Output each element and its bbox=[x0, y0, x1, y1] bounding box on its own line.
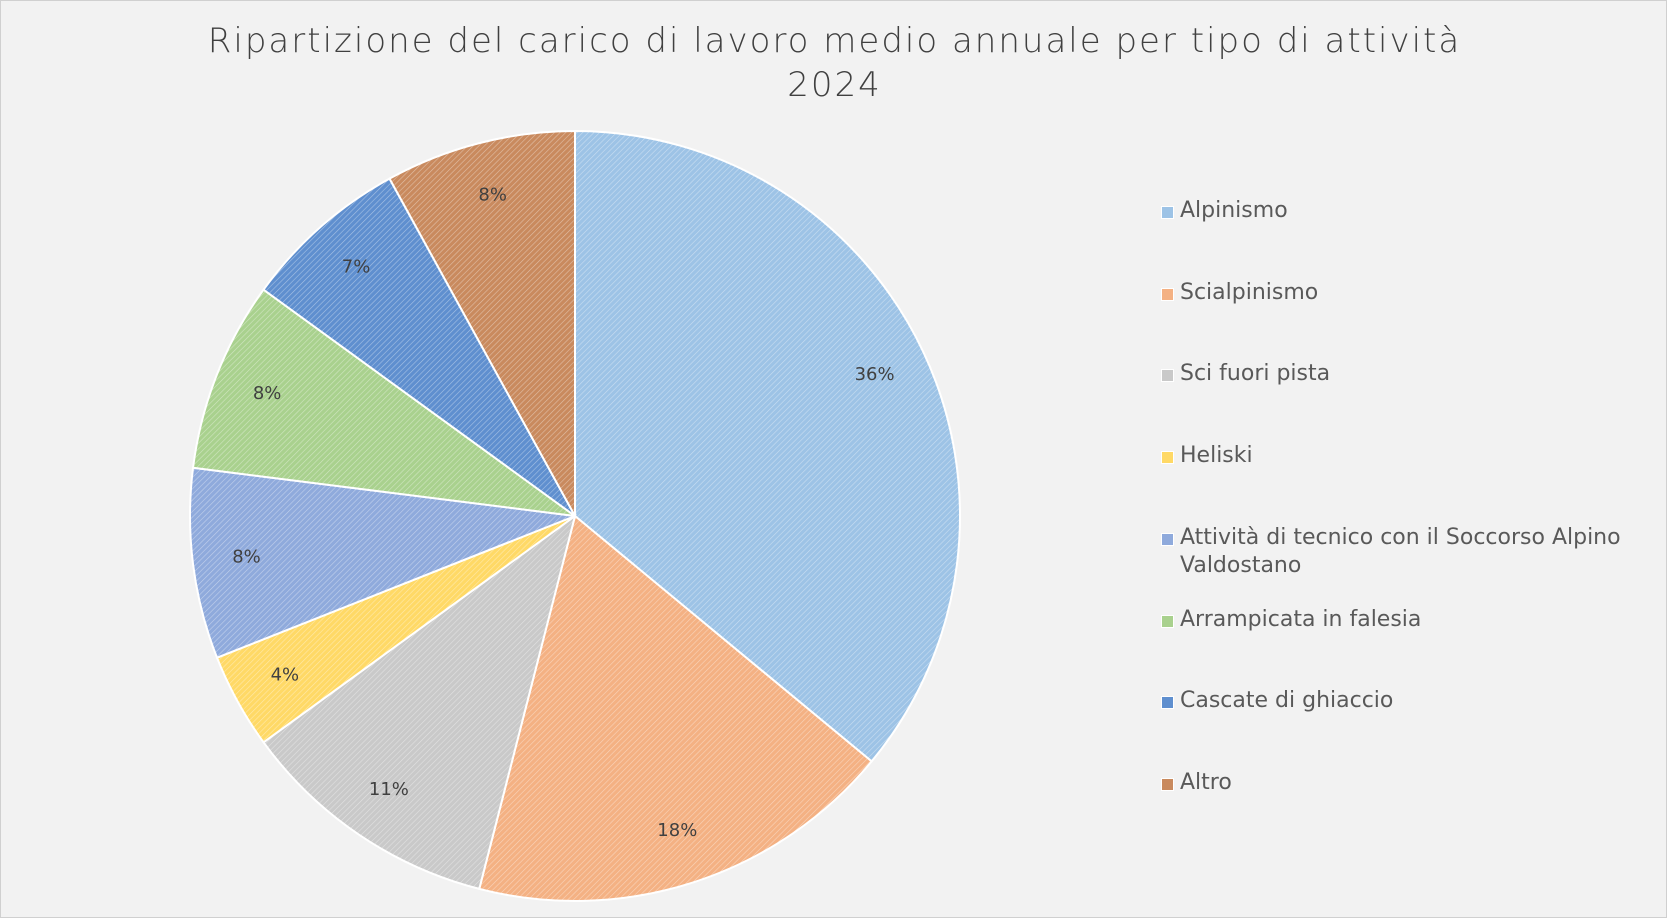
data-label: 8% bbox=[232, 546, 261, 567]
legend-item: Sci fuori pista bbox=[1161, 360, 1330, 388]
legend-label: Cascate di ghiaccio bbox=[1180, 688, 1394, 713]
legend-label: Attività di tecnico con il Soccorso Alpi… bbox=[1180, 525, 1621, 578]
legend-label: Altro bbox=[1180, 770, 1232, 795]
data-label: 7% bbox=[342, 257, 371, 278]
data-label: 4% bbox=[271, 665, 300, 686]
legend-swatch bbox=[1161, 615, 1174, 628]
legend-swatch bbox=[1161, 778, 1174, 791]
legend-swatch bbox=[1161, 451, 1174, 464]
legend-label: Scialpinismo bbox=[1180, 280, 1319, 305]
legend-label: Heliski bbox=[1180, 443, 1253, 468]
legend-swatch bbox=[1161, 533, 1174, 546]
legend-label: Arrampicata in falesia bbox=[1180, 607, 1422, 632]
legend-item: Scialpinismo bbox=[1161, 279, 1318, 307]
pie-slice bbox=[262, 513, 577, 891]
legend-swatch bbox=[1161, 696, 1174, 709]
data-label: 11% bbox=[369, 779, 409, 800]
pie-slice bbox=[574, 129, 961, 763]
chart-subtitle: 2024 bbox=[787, 65, 882, 105]
legend-item: Cascate di ghiaccio bbox=[1161, 687, 1393, 715]
pie-slice bbox=[478, 514, 874, 903]
data-label: 36% bbox=[855, 364, 895, 385]
chart-title: Ripartizione del carico di lavoro medio … bbox=[207, 21, 1462, 61]
data-label: 18% bbox=[657, 820, 697, 841]
data-label: 8% bbox=[253, 383, 282, 404]
legend-item: Heliski bbox=[1161, 442, 1253, 470]
pie-slice bbox=[191, 288, 576, 517]
legend-swatch bbox=[1161, 288, 1174, 301]
pie-slice bbox=[189, 466, 576, 660]
legend-item: Alpinismo bbox=[1161, 197, 1288, 225]
legend-label: Alpinismo bbox=[1180, 198, 1288, 223]
legend-swatch bbox=[1161, 369, 1174, 382]
data-label: 8% bbox=[478, 184, 507, 205]
legend-label: Sci fuori pista bbox=[1180, 361, 1331, 386]
pie-slice bbox=[388, 129, 576, 517]
legend-item: Arrampicata in falesia bbox=[1161, 606, 1421, 634]
legend-swatch bbox=[1161, 206, 1174, 219]
legend-item: Altro bbox=[1161, 769, 1232, 797]
legend-item: Attività di tecnico con il Soccorso Alpi… bbox=[1161, 524, 1631, 580]
pie-slice bbox=[262, 177, 576, 517]
